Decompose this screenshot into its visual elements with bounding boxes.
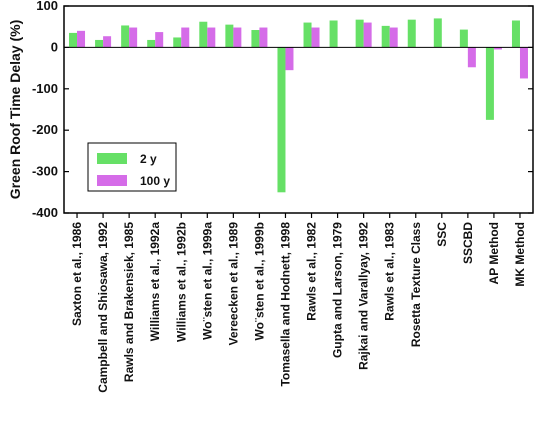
bar-series-2y	[511, 20, 520, 48]
x-category-label: SSCBD	[461, 222, 475, 264]
bar-series-2y	[225, 24, 234, 48]
axes	[63, 5, 534, 214]
x-category-label: AP Method	[487, 222, 501, 284]
bar-series-100y	[259, 27, 268, 48]
bar-series-2y	[277, 47, 286, 193]
bar-series-100y	[285, 47, 294, 71]
bar-series-100y	[181, 27, 190, 48]
bar-series-100y	[389, 27, 398, 48]
plot-frame	[63, 5, 534, 214]
bar-series-2y	[485, 47, 494, 120]
y-tick-label: -100	[32, 81, 58, 96]
x-category-label: Campbell and Shiosawa, 1992	[96, 222, 110, 393]
x-category-label: Rawls et al., 1983	[383, 222, 397, 321]
bar-series-100y	[129, 27, 138, 48]
bar-series-100y	[363, 22, 372, 48]
x-category-label: Wo¨sten et al., 1999a	[200, 222, 214, 340]
bar-series-100y	[233, 27, 242, 48]
bar-series-100y	[207, 27, 216, 48]
legend-swatch	[97, 175, 127, 186]
x-category-label: Rosetta Texture Class	[409, 222, 423, 347]
x-category-label: SSC	[435, 222, 449, 247]
bar-series-2y	[433, 18, 442, 48]
bar-series-100y	[467, 47, 476, 68]
x-category-label: Tomasella and Hodnett, 1998	[278, 222, 292, 387]
bar-series-100y	[519, 47, 528, 79]
bar-series-2y	[199, 21, 208, 48]
bar-series-100y	[77, 30, 86, 48]
x-category-label: MK Method	[513, 222, 527, 287]
x-category-label: Rawls et al., 1982	[305, 222, 319, 321]
x-category-label: Williams et al., 1992b	[174, 222, 188, 342]
y-tick-label: -300	[32, 164, 58, 179]
bar-series-2y	[329, 20, 338, 48]
x-category-label: Rawls and Brakensiek, 1985	[122, 222, 136, 382]
bar-series-2y	[173, 37, 182, 48]
bar-series-2y	[407, 19, 416, 48]
x-category-label: Rajkai and Varallyay, 1992	[357, 222, 371, 370]
bar-series-2y	[95, 39, 104, 48]
bar-series-2y	[121, 25, 130, 48]
bar-series-100y	[493, 47, 502, 50]
bar-series-2y	[147, 39, 156, 48]
bars	[69, 18, 528, 193]
y-tick-label: -400	[32, 205, 58, 220]
bar-series-2y	[355, 19, 364, 48]
legend-label: 100 y	[140, 174, 170, 188]
x-category-label: Gupta and Larson, 1979	[331, 222, 345, 358]
bar-series-100y	[103, 36, 112, 48]
bar-series-2y	[459, 29, 468, 48]
y-tick-label: 0	[51, 39, 58, 54]
x-category-label: Wo¨sten et al., 1999b	[252, 222, 266, 340]
legend-swatch	[97, 153, 127, 164]
x-category-label: Williams et al., 1992a	[148, 222, 162, 342]
bar-series-2y	[251, 30, 260, 48]
legend-label: 2 y	[140, 152, 157, 166]
bar-series-100y	[311, 27, 320, 48]
x-category-label: Saxton et al., 1986	[70, 222, 84, 326]
legend: 2 y 100 y	[87, 142, 177, 192]
y-axis-ticks: -400 -300 -200 -100 0 100	[32, 0, 533, 220]
y-tick-label: -200	[32, 122, 58, 137]
bar-series-2y	[303, 22, 312, 48]
x-axis-ticks: Saxton et al., 1986 Campbell and Shiosawa…	[70, 213, 527, 393]
bar-series-2y	[381, 25, 390, 48]
y-axis-title: Green Roof Time Delay (%)	[7, 20, 23, 199]
y-tick-label: 100	[36, 0, 58, 13]
bar-series-100y	[155, 32, 164, 48]
x-category-label: Vereecken et al., 1989	[226, 222, 240, 346]
bar-series-2y	[69, 32, 78, 48]
